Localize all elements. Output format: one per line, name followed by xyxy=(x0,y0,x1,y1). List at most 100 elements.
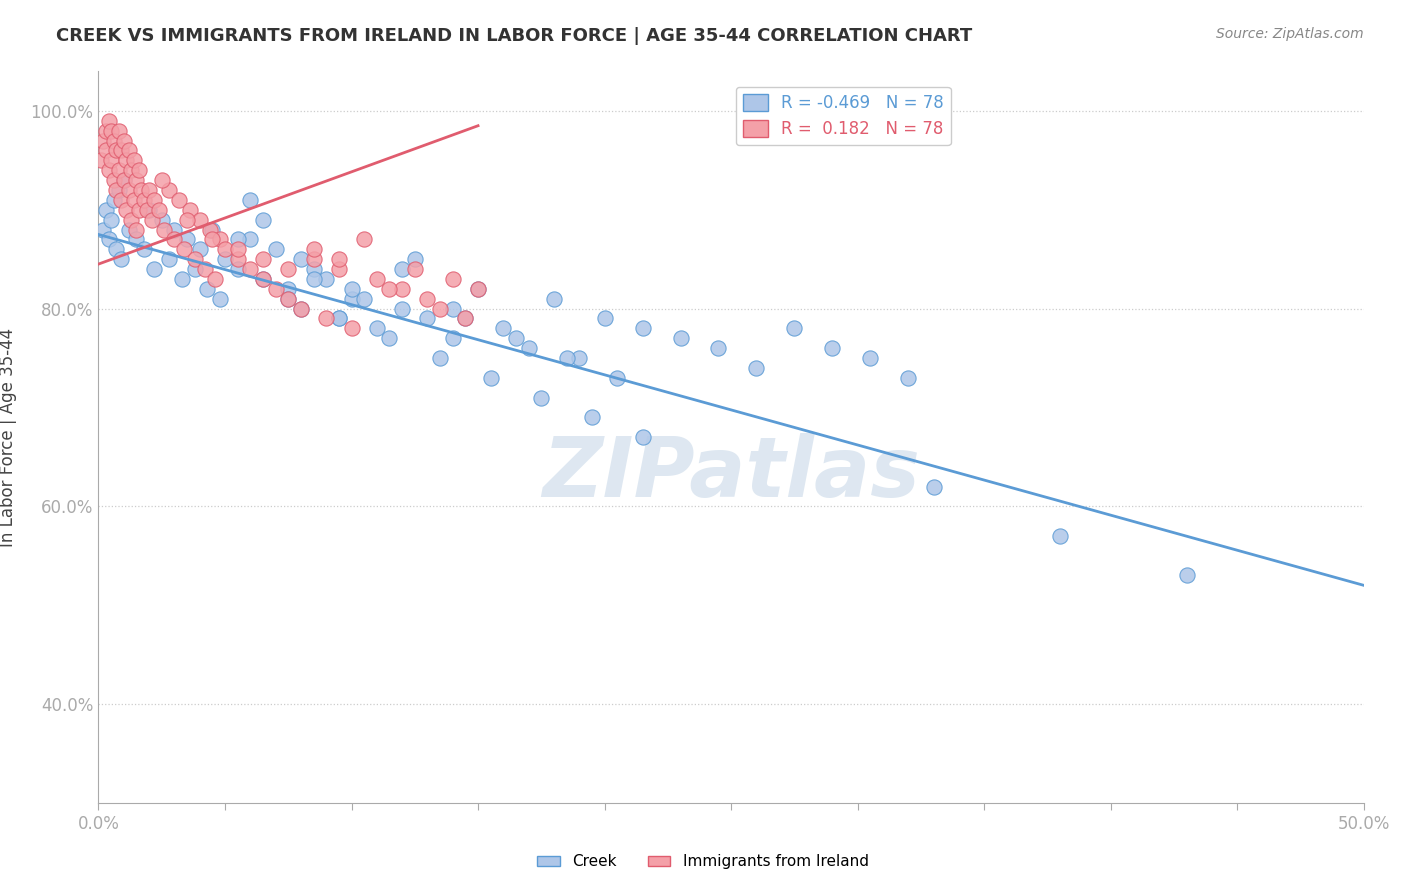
Point xyxy=(105,144,128,158)
Point xyxy=(378,331,401,345)
Point xyxy=(315,272,337,286)
Point xyxy=(366,272,388,286)
Point xyxy=(328,262,350,277)
Text: Source: ZipAtlas.com: Source: ZipAtlas.com xyxy=(1216,27,1364,41)
Point xyxy=(340,282,363,296)
Point xyxy=(593,311,616,326)
Y-axis label: In Labor Force | Age 35-44: In Labor Force | Age 35-44 xyxy=(0,327,17,547)
Point xyxy=(163,222,186,236)
Point xyxy=(353,292,375,306)
Point xyxy=(131,183,153,197)
Point xyxy=(783,321,806,335)
Point xyxy=(94,202,117,217)
Point xyxy=(669,331,692,345)
Point xyxy=(404,262,426,277)
Point xyxy=(859,351,882,365)
Point xyxy=(454,311,477,326)
Point xyxy=(125,173,148,187)
Point xyxy=(467,282,489,296)
Point xyxy=(118,183,141,197)
Point xyxy=(141,212,163,227)
Point xyxy=(150,212,173,227)
Point xyxy=(157,252,180,267)
Point xyxy=(112,173,135,187)
Point xyxy=(555,351,578,365)
Point xyxy=(107,123,129,137)
Point xyxy=(173,242,195,256)
Point xyxy=(107,183,129,197)
Point xyxy=(103,173,125,187)
Point xyxy=(264,282,287,296)
Point xyxy=(105,242,128,256)
Point xyxy=(340,292,363,306)
Point xyxy=(252,212,274,227)
Point xyxy=(391,282,413,296)
Point xyxy=(467,282,489,296)
Point xyxy=(122,193,145,207)
Point xyxy=(153,222,176,236)
Point xyxy=(441,272,464,286)
Point xyxy=(707,341,730,355)
Point xyxy=(148,202,170,217)
Point xyxy=(122,153,145,168)
Point xyxy=(138,202,160,217)
Point xyxy=(1175,568,1198,582)
Point xyxy=(492,321,515,335)
Point xyxy=(105,183,128,197)
Point xyxy=(93,134,115,148)
Point xyxy=(115,153,138,168)
Point xyxy=(120,212,142,227)
Point xyxy=(821,341,844,355)
Point xyxy=(277,282,299,296)
Point xyxy=(110,252,132,267)
Point xyxy=(128,163,150,178)
Point xyxy=(239,262,262,277)
Point xyxy=(391,301,413,316)
Point xyxy=(176,212,198,227)
Point xyxy=(198,222,221,236)
Point xyxy=(100,123,122,137)
Point xyxy=(115,202,138,217)
Point xyxy=(745,360,768,375)
Point xyxy=(568,351,591,365)
Point xyxy=(252,252,274,267)
Point xyxy=(328,311,350,326)
Point xyxy=(194,262,217,277)
Point xyxy=(429,351,451,365)
Point xyxy=(103,193,125,207)
Point xyxy=(290,301,312,316)
Point xyxy=(226,242,249,256)
Point xyxy=(631,430,654,444)
Point xyxy=(429,301,451,316)
Point xyxy=(97,232,120,246)
Point xyxy=(135,202,157,217)
Point xyxy=(90,153,112,168)
Point xyxy=(226,252,249,267)
Point xyxy=(163,232,186,246)
Point xyxy=(110,193,132,207)
Point xyxy=(340,321,363,335)
Point xyxy=(922,479,945,493)
Point xyxy=(169,193,191,207)
Point xyxy=(128,202,150,217)
Point xyxy=(454,311,477,326)
Point xyxy=(214,242,236,256)
Point xyxy=(138,183,160,197)
Point xyxy=(302,252,325,267)
Point xyxy=(179,202,201,217)
Point xyxy=(505,331,527,345)
Point xyxy=(378,282,401,296)
Point xyxy=(183,252,205,267)
Point xyxy=(277,292,299,306)
Point xyxy=(150,173,173,187)
Point xyxy=(103,134,125,148)
Point xyxy=(441,301,464,316)
Point xyxy=(208,292,231,306)
Point xyxy=(94,144,117,158)
Point xyxy=(100,212,122,227)
Point xyxy=(157,183,180,197)
Point xyxy=(264,242,287,256)
Point xyxy=(404,252,426,267)
Point xyxy=(97,163,120,178)
Point xyxy=(170,272,193,286)
